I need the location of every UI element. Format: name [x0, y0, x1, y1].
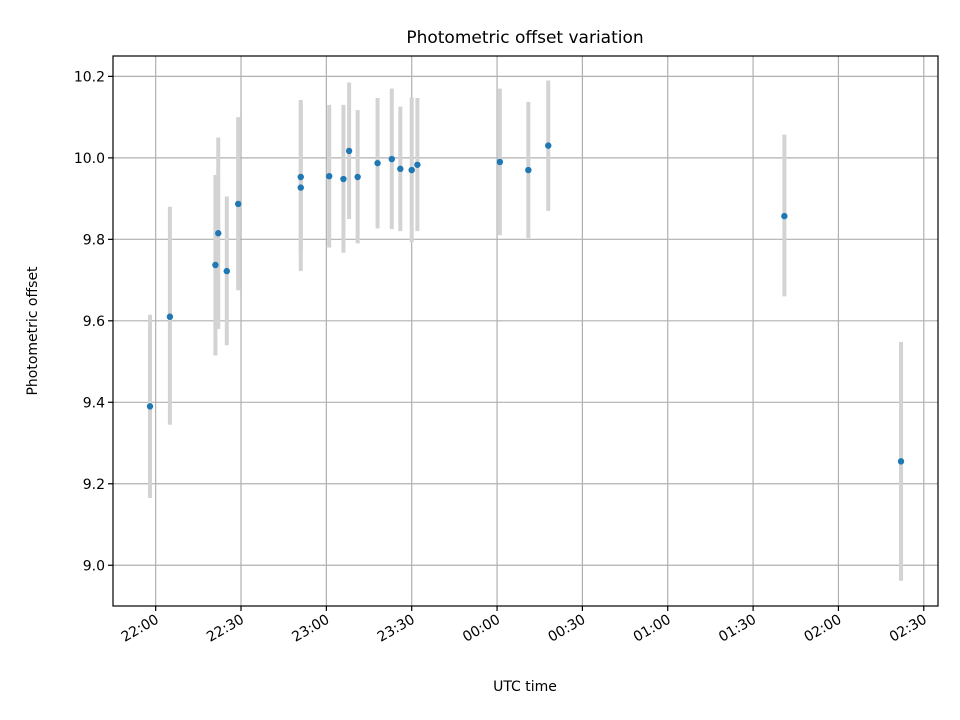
y-tick-label: 9.2 [83, 477, 105, 493]
x-tick-label: 22:30 [204, 612, 247, 646]
x-tick-label: 02:00 [801, 612, 844, 646]
y-tick-label: 9.6 [83, 314, 105, 330]
x-tick-label: 00:00 [460, 612, 503, 646]
x-tick-label: 01:30 [716, 612, 759, 646]
plot-frame [112, 55, 939, 607]
data-point [496, 158, 504, 166]
data-point [326, 172, 333, 180]
data-point [397, 165, 404, 173]
data-point [545, 142, 552, 149]
y-tick-label: 9.4 [83, 395, 105, 411]
data-point [897, 458, 905, 465]
data-point [223, 267, 230, 275]
data-point [345, 147, 353, 155]
x-axis-label: UTC time [493, 679, 557, 695]
x-tick-label: 23:00 [289, 612, 332, 646]
data-point [408, 166, 415, 174]
data-points [146, 142, 905, 465]
data-point [354, 173, 361, 181]
x-tick-label: 23:30 [375, 612, 418, 646]
y-tick-label: 9.8 [83, 232, 105, 248]
chart-title: Photometric offset variation [406, 28, 643, 48]
y-axis-label: Photometric offset [25, 266, 41, 396]
data-point [212, 261, 219, 269]
x-tick-label: 01:00 [631, 612, 674, 646]
grid [113, 56, 938, 606]
data-point [215, 230, 222, 237]
data-point [234, 200, 242, 208]
data-point [525, 166, 532, 174]
x-tick-label: 00:30 [545, 612, 588, 646]
x-tick-label: 02:30 [887, 612, 930, 646]
data-point [297, 184, 304, 191]
data-point [297, 173, 304, 181]
data-point [374, 159, 381, 167]
y-tick-label: 9.0 [83, 558, 105, 574]
y-tick-label: 10.0 [74, 151, 105, 167]
data-point [340, 175, 347, 183]
y-tick-label: 10.2 [74, 69, 105, 85]
error-bars [147, 80, 904, 581]
data-point [414, 161, 421, 168]
data-point [781, 212, 788, 220]
data-point [146, 403, 154, 410]
data-point [388, 155, 395, 163]
data-point [166, 313, 174, 320]
x-tick-label: 22:00 [119, 612, 162, 646]
